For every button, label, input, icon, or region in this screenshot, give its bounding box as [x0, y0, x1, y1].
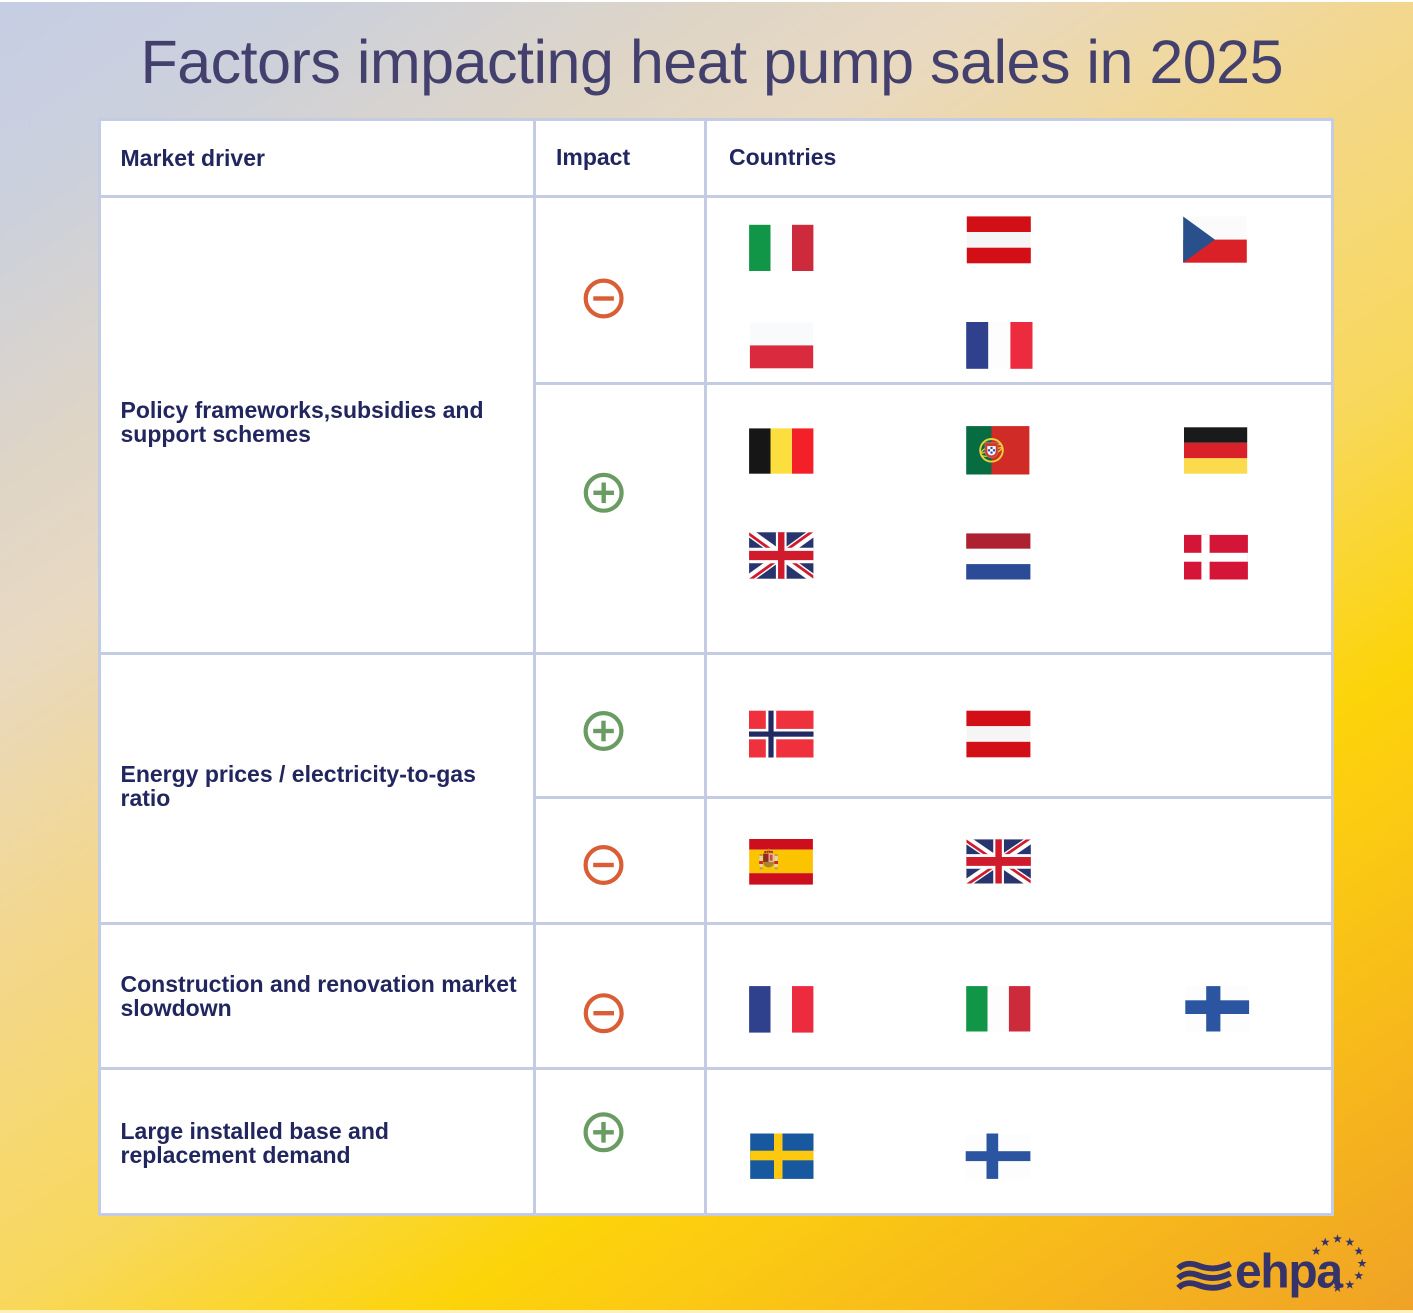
svg-text:ehpa: ehpa — [1235, 1246, 1343, 1299]
